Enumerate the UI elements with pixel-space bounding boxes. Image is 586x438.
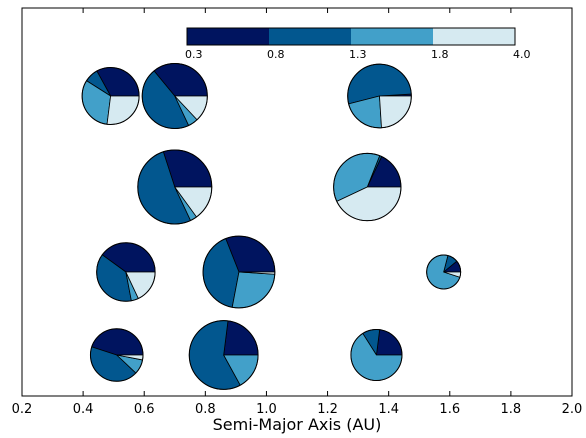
x-axis: 0.2 0.4 0.6 0.8 1.0 1.2 1.4 1.6 1.8 2.0 (12, 8, 583, 417)
pie-glyph (350, 328, 403, 382)
pie-glyph (188, 320, 259, 390)
colorbar-tick-label: 0.3 (185, 48, 203, 61)
x-tick-label: 2.0 (562, 402, 583, 417)
pie-glyphs (81, 62, 462, 390)
pie-glyph (347, 63, 412, 129)
colorbar-frame (186, 27, 516, 46)
x-tick-label: 1.0 (256, 402, 277, 417)
x-tick-label: 0.2 (12, 402, 33, 417)
pie-outline (333, 152, 402, 222)
pie-outline (350, 328, 403, 382)
pie-outline (202, 235, 276, 309)
colorbar-tick-label: 4.0 (513, 48, 531, 61)
pie-outline (96, 242, 156, 302)
x-tick-label: 1.2 (317, 402, 338, 417)
x-tick-label: 0.4 (73, 402, 94, 417)
pie-outline (426, 254, 462, 290)
x-tick-label: 1.8 (501, 402, 522, 417)
colorbar-tick-label: 1.3 (349, 48, 367, 61)
pie-outline (89, 328, 144, 382)
x-tick-label: 0.6 (134, 402, 155, 417)
plot-area: 0.2 0.4 0.6 0.8 1.0 1.2 1.4 1.6 1.8 2.0 (12, 7, 583, 417)
pie-glyph (137, 149, 213, 225)
pie-glyph (426, 254, 462, 290)
colorbar-tick-label: 1.8 (431, 48, 449, 61)
x-tick-label: 1.6 (439, 402, 460, 417)
colorbar-bin (187, 28, 269, 45)
x-tick-label: 0.8 (195, 402, 216, 417)
colorbar: 0.3 0.8 1.3 1.8 4.0 (185, 27, 531, 61)
pie-glyph (96, 242, 156, 302)
colorbar-bin (269, 28, 351, 45)
x-axis-title: Semi-Major Axis (AU) (213, 415, 382, 434)
pie-outline (347, 63, 412, 129)
pie-glyph (333, 152, 402, 222)
pie-glyph (89, 328, 144, 382)
pie-outline (141, 62, 208, 130)
pie-outline (188, 320, 259, 390)
pie-outline (81, 67, 140, 125)
colorbar-tick-label: 0.8 (267, 48, 285, 61)
colorbar-bin (433, 28, 515, 45)
pie-glyph (202, 235, 276, 309)
pie-glyph (81, 67, 140, 125)
pie-outline (137, 149, 213, 225)
pie-glyph (141, 62, 208, 130)
colorbar-bin (351, 28, 433, 45)
x-tick-label: 1.4 (378, 402, 399, 417)
